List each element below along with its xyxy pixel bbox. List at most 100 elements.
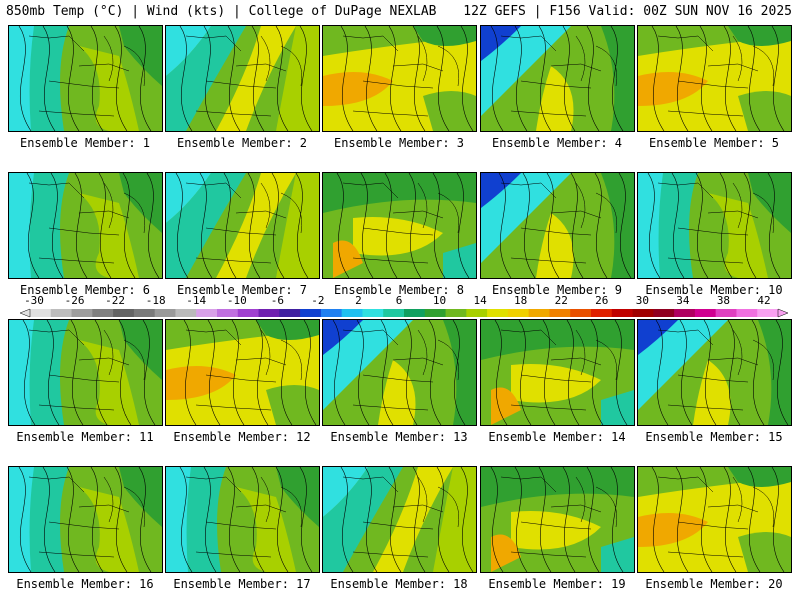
map-panel-member-16 [8, 466, 163, 573]
member-label-5: Ensemble Member: 5 [648, 136, 780, 150]
colorbar-tick-label: 2 [355, 294, 362, 307]
map-panel-member-19 [480, 466, 635, 573]
member-label-2: Ensemble Member: 2 [176, 136, 308, 150]
map-panel-member-13 [322, 319, 477, 426]
colorbar-segment [632, 309, 654, 317]
colorbar-segment [549, 309, 571, 317]
colorbar-segment [300, 309, 322, 317]
member-label-18: Ensemble Member: 18 [330, 577, 468, 591]
colorbar-tick-label: 18 [514, 294, 528, 307]
header-run-info: 12Z GEFS | F156 Valid: 00Z SUN NOV 16 20… [463, 4, 792, 19]
member-label-3: Ensemble Member: 3 [333, 136, 465, 150]
colorbar-segment [383, 309, 405, 317]
member-label-14: Ensemble Member: 14 [488, 430, 626, 444]
member-label-10: Ensemble Member: 10 [645, 283, 783, 297]
member-label-12: Ensemble Member: 12 [173, 430, 311, 444]
colorbar-segment [424, 309, 447, 317]
member-label-13: Ensemble Member: 13 [330, 430, 468, 444]
colorbar-segment [736, 309, 758, 317]
colorbar-segment [694, 309, 717, 317]
map-panel-member-17 [165, 466, 320, 573]
member-label-17: Ensemble Member: 17 [173, 577, 311, 591]
colorbar-segment [71, 309, 93, 317]
colorbar-tick-label: -10 [226, 294, 247, 307]
colorbar-tick-label: 14 [473, 294, 487, 307]
colorbar-segment [30, 309, 52, 317]
map-panel-member-15 [637, 319, 792, 426]
colorbar-segment [528, 309, 550, 317]
colorbar-segment [237, 309, 260, 317]
map-panel-member-18 [322, 466, 477, 573]
colorbar-segment [466, 309, 488, 317]
colorbar-tick-label: -14 [186, 294, 207, 307]
colorbar-segment [611, 309, 634, 317]
colorbar-segment [757, 309, 779, 317]
member-label-20: Ensemble Member: 20 [645, 577, 783, 591]
colorbar-tick-label: 42 [757, 294, 771, 307]
colorbar-segment [196, 309, 218, 317]
map-panel-member-1 [8, 25, 163, 132]
colorbar-tick-labels: -30 -26 -22 -18 -14 -10 -6 -2 2 6 10 14 18 22 26 30 34 38… [0, 294, 800, 308]
colorbar-segment [507, 309, 530, 317]
map-panel-member-10 [637, 172, 792, 279]
colorbar-tick-label: -26 [64, 294, 85, 307]
map-panel-member-4 [480, 25, 635, 132]
colorbar-tick-label: 10 [432, 294, 447, 307]
colorbar-tick-label: -18 [145, 294, 166, 307]
colorbar-tick-label: 38 [716, 294, 731, 307]
colorbar-tick-label: 6 [395, 294, 403, 307]
member-label-6: Ensemble Member: 6 [19, 283, 151, 297]
colorbar-segment [570, 309, 592, 317]
member-label-19: Ensemble Member: 19 [488, 577, 626, 591]
map-panel-member-7 [165, 172, 320, 279]
member-label-16: Ensemble Member: 16 [16, 577, 154, 591]
colorbar-segment [445, 309, 467, 317]
map-panel-member-3 [322, 25, 477, 132]
map-panel-member-2 [165, 25, 320, 132]
colorbar-tick-label: 34 [676, 294, 690, 307]
colorbar-tick-label: -2 [311, 294, 325, 307]
map-panel-member-14 [480, 319, 635, 426]
colorbar-segment [591, 309, 613, 317]
colorbar-segment [92, 309, 114, 317]
member-label-15: Ensemble Member: 15 [645, 430, 783, 444]
colorbar-tick-label: -30 [24, 294, 44, 307]
map-panel-member-5 [637, 25, 792, 132]
map-panel-member-8 [322, 172, 477, 279]
member-label-7: Ensemble Member: 7 [176, 283, 308, 297]
member-label-4: Ensemble Member: 4 [491, 136, 623, 150]
colorbar-tick-label: 22 [554, 294, 568, 307]
member-label-8: Ensemble Member: 8 [333, 283, 465, 297]
map-panel-member-11 [8, 319, 163, 426]
colorbar-segment [50, 309, 73, 317]
map-panel-member-20 [637, 466, 792, 573]
member-label-1: Ensemble Member: 1 [19, 136, 151, 150]
colorbar-tick-label: -22 [105, 294, 126, 307]
colorbar-segment [674, 309, 696, 317]
colorbar-segment [362, 309, 384, 317]
colorbar-tick-label: -6 [270, 294, 284, 307]
colorbar-segment [258, 309, 280, 317]
colorbar-max-arrow [777, 308, 788, 318]
colorbar-segment [404, 309, 426, 317]
member-label-9: Ensemble Member: 9 [491, 283, 623, 297]
colorbar-segment [113, 309, 135, 317]
map-panel-member-9 [480, 172, 635, 279]
colorbar-segment [133, 309, 156, 317]
colorbar-segment [279, 309, 301, 317]
colorbar-segment [653, 309, 675, 317]
header-title: 850mb Temp (°C) | Wind (kts) | College o… [6, 4, 437, 19]
colorbar-segment [715, 309, 737, 317]
map-panel-member-6 [8, 172, 163, 279]
colorbar-segment [487, 309, 509, 317]
colorbar-tick-label: 26 [595, 294, 609, 307]
temperature-colorbar [20, 308, 788, 318]
colorbar-segment [341, 309, 363, 317]
colorbar-min-arrow [20, 308, 31, 318]
colorbar-segment [320, 309, 343, 317]
colorbar-tick-label: 30 [635, 294, 649, 307]
colorbar-segment [217, 309, 239, 317]
colorbar-segment [175, 309, 197, 317]
colorbar-segment [154, 309, 176, 317]
member-label-11: Ensemble Member: 11 [16, 430, 154, 444]
